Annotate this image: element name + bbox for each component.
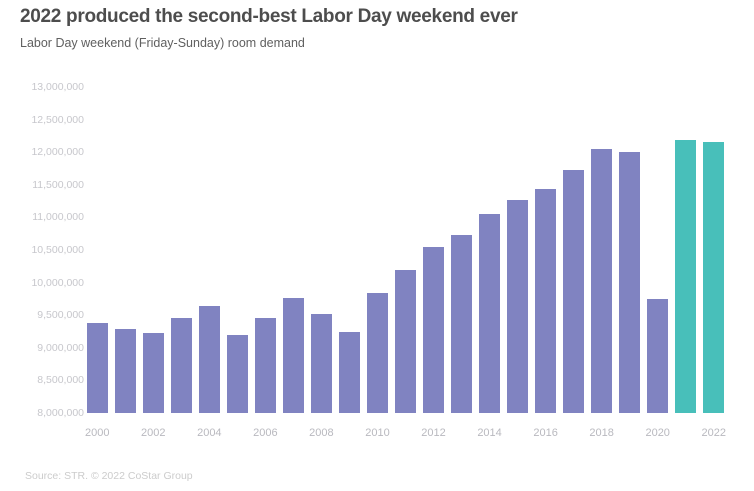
bar-2018 (591, 148, 612, 413)
chart-title: 2022 produced the second-best Labor Day … (20, 6, 518, 27)
bar-2004 (199, 306, 220, 413)
chart-subtitle: Labor Day weekend (Friday-Sunday) room d… (20, 36, 305, 50)
bar-2005 (227, 335, 248, 413)
bar-2002 (143, 333, 164, 413)
bar-2017 (563, 170, 584, 413)
bar-2001 (115, 328, 136, 413)
bar-2003 (171, 318, 192, 413)
x-axis-tick-label: 2014 (477, 427, 502, 439)
bar-2000 (87, 323, 108, 413)
bars-area (87, 87, 724, 413)
x-axis-tick-label: 2010 (365, 427, 390, 439)
bar-2020 (647, 298, 668, 413)
y-axis-tick-label: 13,000,000 (31, 81, 84, 93)
y-axis-tick-label: 10,000,000 (31, 276, 84, 289)
bar-2014 (479, 214, 500, 413)
y-axis-tick-label: 11,000,000 (32, 211, 84, 224)
bar-2016 (535, 188, 556, 413)
bar-2012 (423, 247, 444, 413)
bar-2019 (619, 152, 640, 413)
x-axis-tick-label: 2020 (645, 427, 670, 439)
y-axis-tick-label: 12,000,000 (31, 146, 84, 159)
y-axis-tick-label: 10,500,000 (31, 244, 84, 256)
bar-2013 (451, 235, 472, 413)
bar-2007 (283, 297, 304, 413)
y-axis-tick-label: 9,000,000 (37, 341, 84, 354)
bar-2009 (339, 331, 360, 413)
x-axis-tick-label: 2002 (141, 427, 166, 439)
y-axis-tick-label: 11,500,000 (32, 178, 84, 191)
bar-2008 (311, 313, 332, 413)
y-axis-tick-label: 12,500,000 (31, 113, 84, 126)
x-axis-tick-label: 2018 (589, 427, 614, 439)
bar-2015 (507, 199, 528, 413)
y-axis-tick-label: 8,000,000 (37, 407, 84, 419)
x-axis-tick-label: 2000 (85, 427, 110, 439)
y-axis-tick-label: 8,500,000 (37, 374, 84, 387)
x-axis-tick-label: 2004 (197, 427, 222, 439)
source-note: Source: STR. © 2022 CoStar Group (25, 470, 193, 482)
bar-2021 (675, 139, 696, 413)
x-axis-tick-label: 2022 (701, 427, 726, 439)
x-axis-tick-label: 2006 (253, 427, 278, 439)
x-axis-tick-label: 2012 (421, 427, 446, 439)
x-axis-tick-label: 2008 (309, 427, 334, 439)
bar-2006 (255, 317, 276, 413)
bar-2010 (367, 293, 388, 413)
x-axis-tick-label: 2016 (533, 427, 558, 439)
bar-2022 (703, 142, 724, 413)
y-axis-tick-label: 9,500,000 (37, 309, 84, 322)
bar-2011 (395, 270, 416, 413)
